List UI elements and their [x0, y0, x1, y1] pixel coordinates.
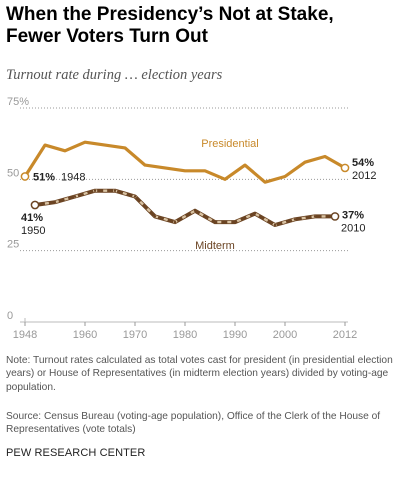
chart-subtitle: Turnout rate during … election years: [6, 67, 223, 83]
presidential-point-1960: [83, 141, 87, 144]
endpoint-annotations: 51% 1948 54% 2012 41% 1950 37% 2010: [21, 157, 376, 237]
presidential-point-1992: [243, 163, 247, 167]
chart-title: When the Presidency’s Not at Stake, Fewe…: [6, 4, 416, 48]
presidential-point-1984: [203, 169, 207, 172]
midterm-point-1966: [113, 189, 117, 192]
brand-label: PEW RESEARCH CENTER: [6, 447, 146, 459]
presidential-point-1964: [103, 143, 107, 147]
grid-lines: [20, 107, 348, 323]
mid-end-value-label: 37%: [342, 209, 364, 221]
midterm-point-1954: [53, 200, 57, 204]
x-axis-ticks: 1948 1960 1970 1980 1990 2000 2012: [13, 322, 357, 341]
midterm-point-1994: [253, 212, 257, 215]
midterm-point-1998: [273, 223, 277, 227]
midterm-point-1990: [233, 220, 237, 224]
presidential-point-1956: [63, 149, 67, 152]
turnout-chart: 0 25 50 75% 1948 1960 1970 1980 1990 2000 2012 Pr…: [7, 96, 376, 341]
mid-end-year-label: 2010: [341, 222, 365, 234]
chart-title-line-2: Fewer Voters Turn Out: [6, 26, 208, 47]
presidential-point-1948: [20, 172, 30, 181]
pres-start-value-label: 51%: [33, 171, 55, 183]
chart-title-line-1: When the Presidency’s Not at Stake,: [6, 4, 334, 25]
x-tick-label-2012: 2012: [333, 329, 357, 341]
pres-start-year-label: 1948: [61, 171, 85, 183]
pres-end-year-label: 2012: [352, 170, 376, 182]
y-tick-label-75: 75%: [7, 96, 29, 108]
presidential-point-1972: [143, 163, 147, 167]
y-tick-label-50: 50: [7, 167, 19, 179]
legend-midterm-label: Midterm: [195, 240, 235, 252]
chart-note: Note: Turnout rates calculated as total …: [6, 355, 393, 393]
presidential-point-1996: [263, 180, 267, 184]
chart-source: Source: Census Bureau (voting-age popula…: [6, 411, 381, 436]
presidential-point-1988: [223, 178, 227, 181]
midterm-point-1982: [193, 209, 197, 212]
x-tick-label-2000: 2000: [273, 329, 297, 341]
y-axis-ticks: 0 25 50 75%: [7, 96, 29, 322]
presidential-point-1968: [123, 146, 127, 150]
pres-end-value-label: 54%: [352, 157, 374, 169]
midterm-point-1950: [30, 200, 40, 210]
midterm-point-2006: [313, 215, 317, 218]
midterm-point-1958: [73, 195, 77, 198]
x-tick-label-1980: 1980: [173, 329, 197, 341]
presidential-point-1952: [43, 143, 47, 147]
y-tick-label-0: 0: [7, 310, 13, 322]
series-labels: Presidential Midterm: [195, 138, 259, 252]
x-tick-label-1948: 1948: [13, 329, 37, 341]
mid-start-value-label: 41%: [21, 212, 43, 224]
midterm-line: [33, 188, 337, 227]
presidential-point-2008: [323, 155, 327, 158]
x-tick-label-1990: 1990: [223, 329, 247, 341]
midterm-point-2010: [330, 212, 340, 221]
x-tick-label-1960: 1960: [73, 329, 97, 341]
x-tick-label-1970: 1970: [123, 329, 147, 341]
series-lines: [20, 140, 350, 227]
presidential-point-2004: [303, 161, 307, 164]
midterm-point-1962: [93, 189, 97, 192]
midterm-line-dash: [34, 189, 335, 227]
midterm-point-1978: [173, 220, 177, 224]
midterm-point-2002: [293, 218, 297, 221]
y-tick-label-25: 25: [7, 239, 19, 251]
legend-presidential-label: Presidential: [201, 138, 258, 150]
midterm-point-1986: [213, 220, 217, 224]
presidential-point-1976: [163, 166, 167, 170]
mid-start-year-label: 1950: [21, 225, 45, 237]
midterm-point-1970: [133, 195, 137, 198]
presidential-point-2000: [283, 175, 287, 178]
presidential-point-2012: [340, 163, 350, 173]
midterm-point-1974: [153, 215, 157, 218]
presidential-point-1980: [183, 169, 187, 172]
